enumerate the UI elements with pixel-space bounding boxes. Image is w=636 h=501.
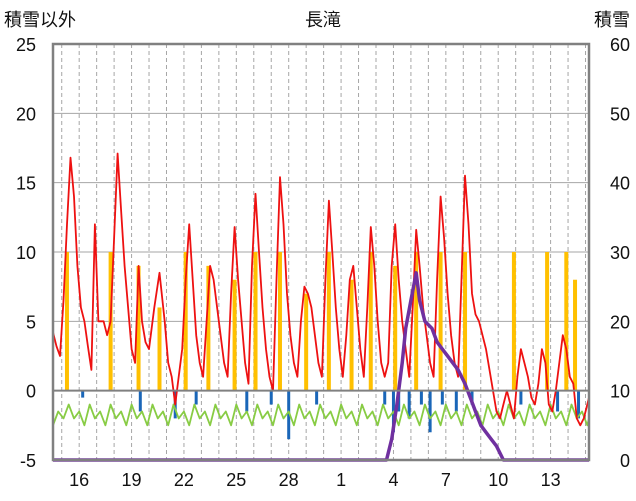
sunshine-bar <box>304 293 309 391</box>
precip-bar <box>556 390 560 412</box>
x-tick-label: 7 <box>441 470 451 490</box>
right-tick-label: 10 <box>610 382 630 402</box>
sunshine-bar <box>183 252 188 391</box>
left-tick-label: -5 <box>20 451 36 471</box>
sunshine-bar <box>64 252 69 391</box>
x-tick-label: 10 <box>488 470 508 490</box>
precip-bar <box>440 390 444 405</box>
sunshine-bar <box>438 252 443 391</box>
x-tick-label: 19 <box>122 470 142 490</box>
precip-bar <box>419 390 423 405</box>
x-tick-label: 28 <box>279 470 299 490</box>
sunshine-bar <box>511 252 516 391</box>
precip-bar <box>287 390 291 440</box>
series-lines <box>52 152 590 462</box>
x-tick-label: 16 <box>69 470 89 490</box>
sunshine-bar <box>573 279 578 391</box>
sunshine-bar <box>253 252 258 391</box>
precip-bar <box>454 390 458 412</box>
axes <box>51 42 591 462</box>
precip-bar <box>138 390 142 412</box>
right-tick-label: 20 <box>610 312 630 332</box>
chart-title: 長滝 <box>305 10 341 30</box>
snow-line <box>53 271 589 462</box>
x-tick-label: 13 <box>541 470 561 490</box>
sunshine-bar <box>157 307 162 391</box>
sunshine-bar <box>414 252 419 391</box>
left-axis-label: 積雪以外 <box>4 10 76 30</box>
left-tick-label: 5 <box>26 312 36 332</box>
x-tick-label: 22 <box>174 470 194 490</box>
precip-bar <box>407 390 411 419</box>
precip-bar <box>269 390 273 405</box>
precip-bar <box>383 390 387 405</box>
precip-bar <box>519 390 523 405</box>
precip-bar <box>194 390 198 405</box>
sunshine-bar <box>463 252 468 391</box>
left-tick-label: 0 <box>26 382 36 402</box>
sunshine-bar <box>564 252 569 391</box>
sunshine-bar <box>393 265 398 391</box>
precip-bar <box>81 390 85 398</box>
min_temp-line <box>52 403 590 427</box>
right-tick-label: 30 <box>610 243 630 263</box>
left-tick-label: 15 <box>16 174 36 194</box>
x-tick-label: 1 <box>336 470 346 490</box>
precip-bar <box>577 390 581 419</box>
precip-bar <box>245 390 249 412</box>
right-axis-label: 積雪 <box>594 10 630 30</box>
sunshine-bar <box>136 265 141 391</box>
sunshine-bar <box>326 252 331 391</box>
precip-bar <box>315 390 319 405</box>
precip-bar <box>428 390 432 433</box>
right-tick-label: 40 <box>610 174 630 194</box>
sunshine-bar <box>349 279 354 391</box>
x-tick-label: 4 <box>388 470 398 490</box>
sunshine-bar <box>368 252 373 391</box>
x-tick-label: 25 <box>226 470 246 490</box>
right-tick-label: 0 <box>620 451 630 471</box>
right-tick-label: 50 <box>610 104 630 124</box>
sunshine-bar <box>277 252 282 391</box>
max_temp-line <box>52 152 590 427</box>
right-tick-label: 60 <box>610 35 630 55</box>
left-tick-label: 25 <box>16 35 36 55</box>
left-tick-label: 10 <box>16 243 36 263</box>
plot-frame <box>51 42 591 462</box>
sunshine-bar <box>232 279 237 391</box>
bars <box>64 252 581 440</box>
sunshine-bar <box>206 265 211 391</box>
left-tick-label: 20 <box>16 104 36 124</box>
sunshine-bar <box>545 252 550 391</box>
